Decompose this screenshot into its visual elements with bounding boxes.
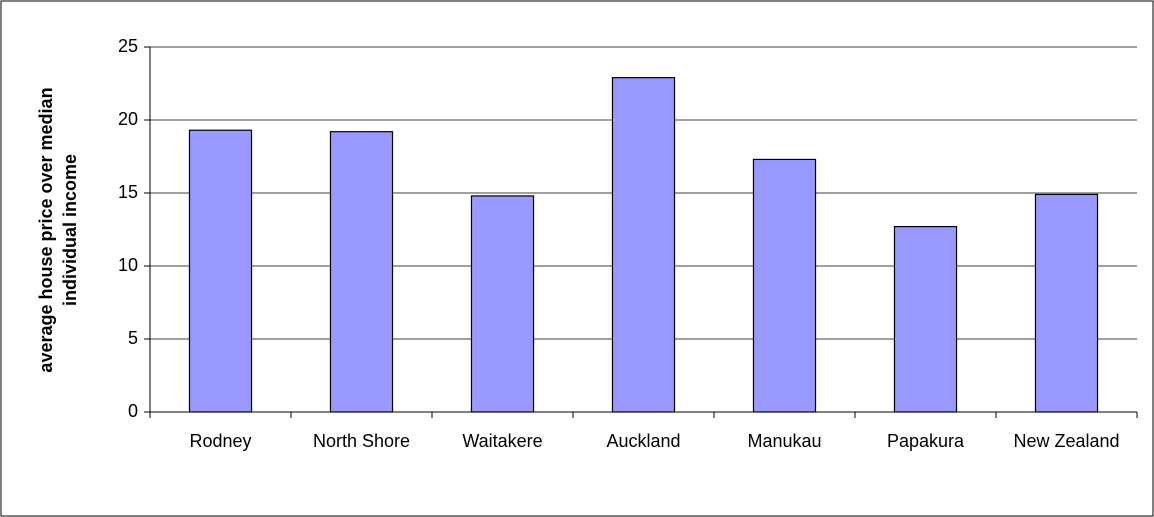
y-tick-label: 10 [118,255,138,275]
x-tick-label: North Shore [313,431,410,451]
x-tick-label: New Zealand [1013,431,1119,451]
x-tick-label: Auckland [606,431,680,451]
x-tick-label: Rodney [189,431,251,451]
y-tick-label: 5 [128,328,138,348]
y-tick-label: 0 [128,401,138,421]
y-axis-title: average house price over median [36,87,56,372]
bar [611,77,676,413]
x-tick-label: Papakura [887,431,965,451]
bar [188,129,253,413]
y-axis-title-group: average house price over median individu… [36,87,80,372]
bar [1034,193,1099,413]
bar [893,225,958,413]
bar [752,158,817,413]
y-tick-label: 20 [118,109,138,129]
x-tick-label: Waitakere [462,431,542,451]
y-tick-label: 15 [118,182,138,202]
y-tick-label: 25 [118,36,138,56]
bar [470,195,535,413]
y-axis-title: individual income [60,154,80,306]
bar [329,131,394,413]
x-tick-label: Manukau [747,431,821,451]
